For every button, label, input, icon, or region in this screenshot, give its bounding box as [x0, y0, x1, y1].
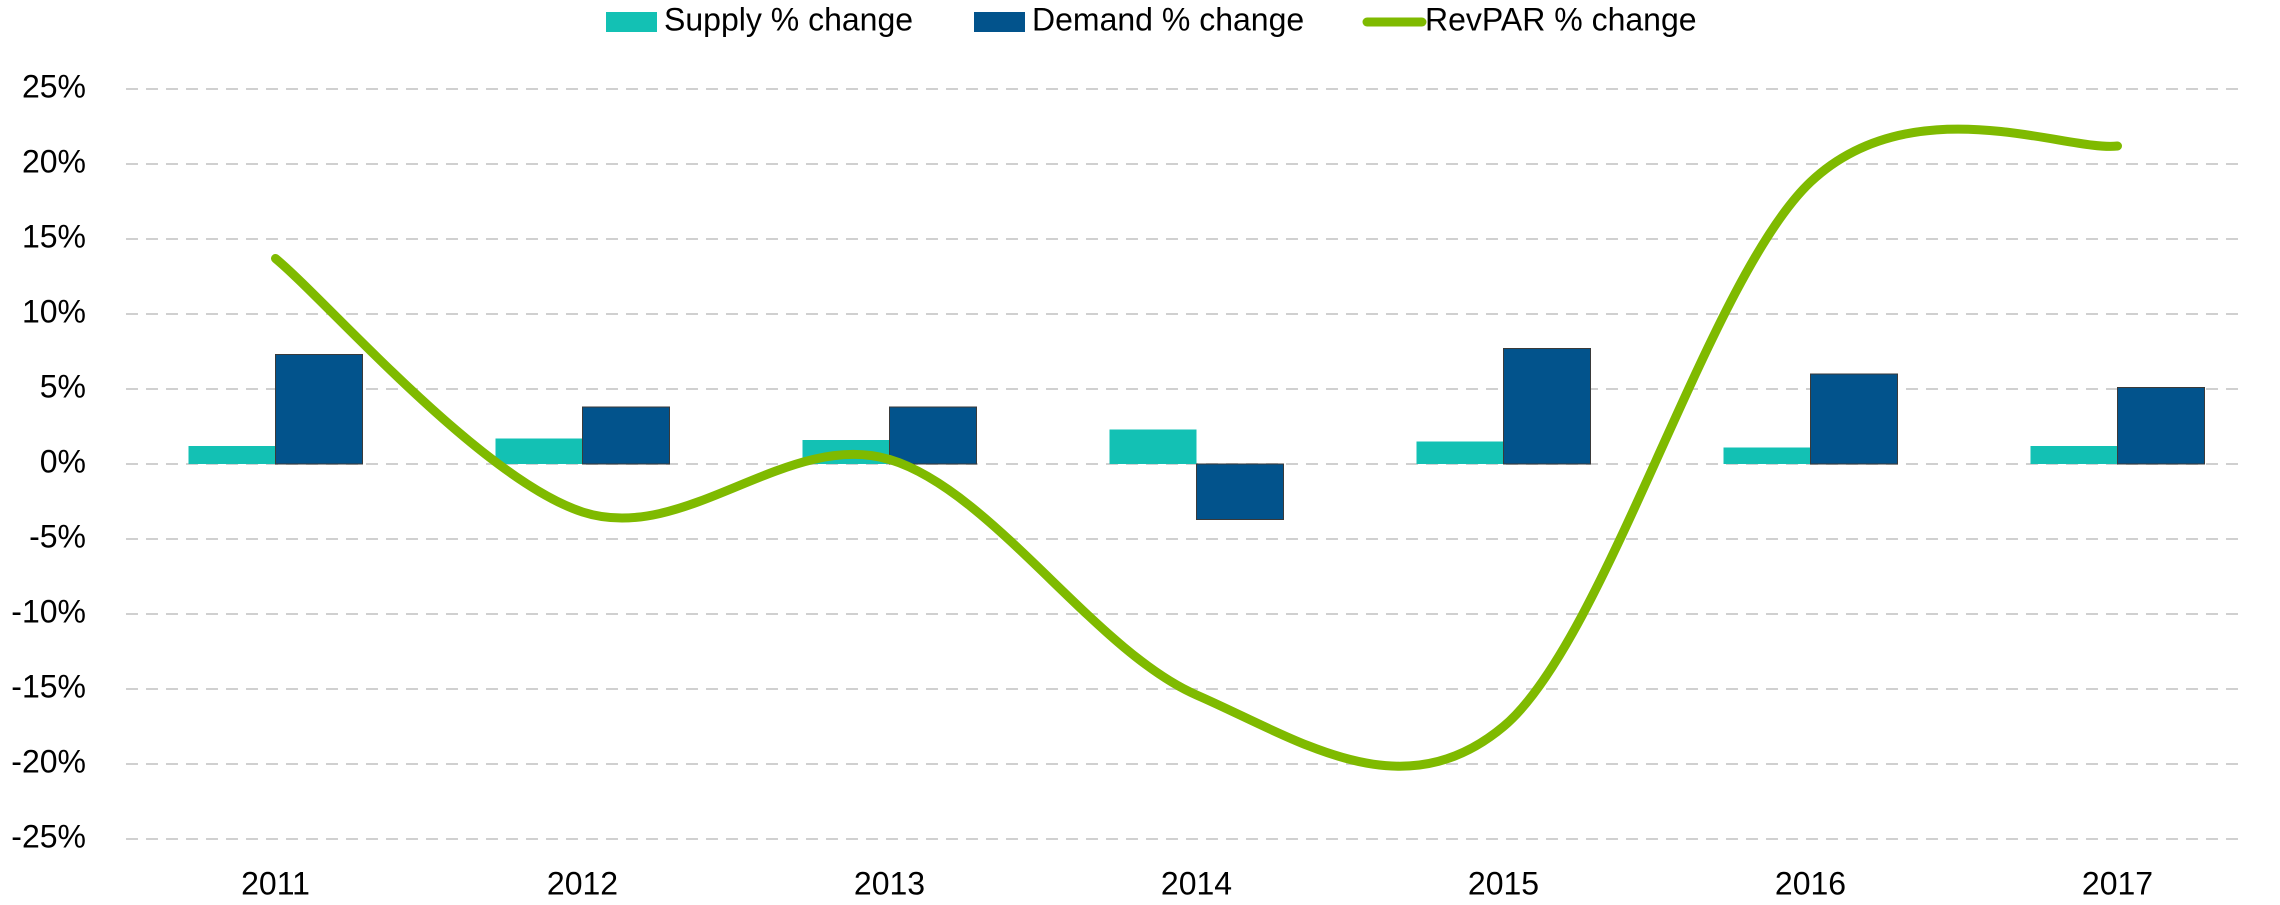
- x-tick-label: 2012: [547, 865, 618, 901]
- bar: [2030, 446, 2118, 464]
- line: [271, 124, 2122, 771]
- bar: [582, 406, 670, 465]
- bar: [2117, 387, 2205, 465]
- y-tick-label: 5%: [40, 368, 86, 404]
- y-tick-label: -15%: [11, 668, 86, 704]
- y-tick-label: 10%: [22, 293, 86, 329]
- legend-label: RevPAR % change: [1425, 1, 1697, 37]
- bar: [1416, 441, 1504, 464]
- legend-swatch: [974, 12, 1025, 32]
- bar: [495, 438, 583, 464]
- legend-swatch: [606, 12, 657, 32]
- legend-label: Supply % change: [664, 1, 913, 37]
- y-tick-label: 0%: [40, 443, 86, 479]
- y-tick-label: -5%: [29, 518, 86, 554]
- x-tick-label: 2013: [854, 865, 925, 901]
- y-tick-label: -25%: [11, 818, 86, 854]
- y-tick-label: -10%: [11, 593, 86, 629]
- x-tick-label: 2014: [1161, 865, 1232, 901]
- y-tick-label: 25%: [22, 68, 86, 104]
- x-tick-label: 2016: [1775, 865, 1846, 901]
- bar: [188, 446, 276, 464]
- bar: [1196, 463, 1284, 520]
- bar: [1109, 429, 1197, 464]
- bar: [275, 354, 363, 465]
- legend-label: Demand % change: [1032, 1, 1304, 37]
- bar: [1723, 447, 1811, 464]
- y-tick-label: 15%: [22, 218, 86, 254]
- bar: [1810, 373, 1898, 465]
- x-tick-label: 2017: [2082, 865, 2153, 901]
- bar: [1503, 348, 1591, 465]
- x-tick-label: 2011: [241, 865, 310, 901]
- bar: [889, 406, 977, 465]
- x-tick-label: 2015: [1468, 865, 1539, 901]
- y-tick-label: 20%: [22, 143, 86, 179]
- y-tick-label: -20%: [11, 743, 86, 779]
